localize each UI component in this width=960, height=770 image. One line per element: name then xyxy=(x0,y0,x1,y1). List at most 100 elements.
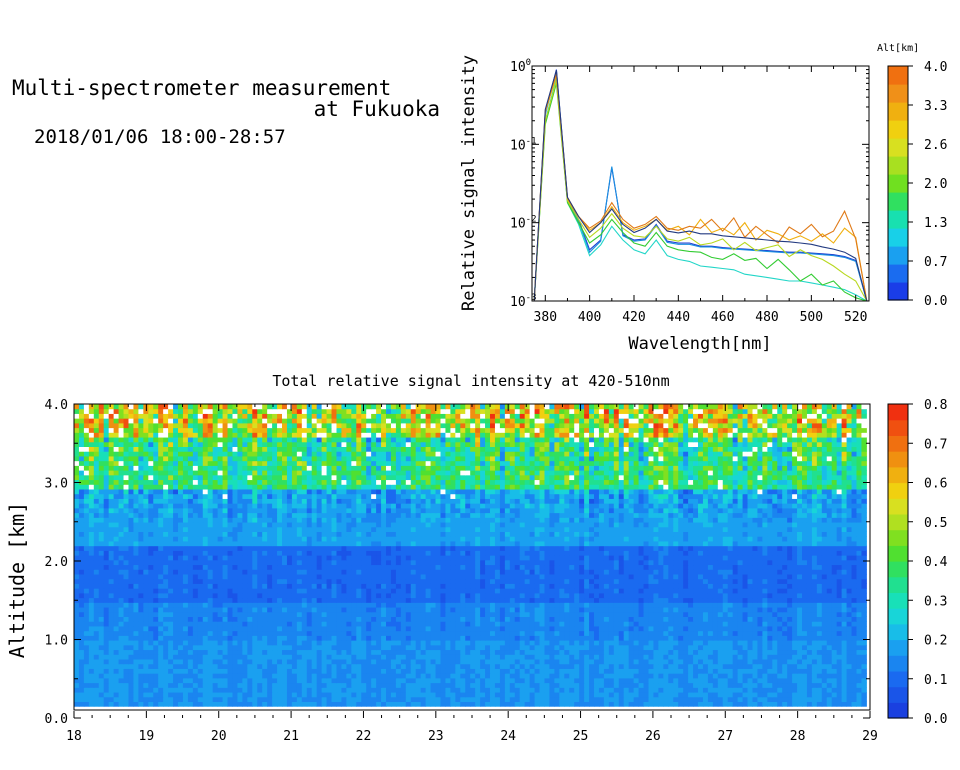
heatmap-cell xyxy=(678,692,684,698)
heatmap-cell xyxy=(861,673,867,679)
heatmap-cell xyxy=(425,574,432,580)
heatmap-cell xyxy=(227,602,233,608)
heatmap-cell xyxy=(163,687,169,693)
heatmap-cell xyxy=(777,654,783,660)
heatmap-cell xyxy=(182,592,189,599)
heatmap-cell xyxy=(529,701,536,707)
heatmap-cell xyxy=(549,630,555,636)
heatmap-cell xyxy=(445,687,451,693)
heatmap-cell xyxy=(301,644,308,651)
heatmap-cell xyxy=(435,574,441,580)
heatmap-cell xyxy=(633,616,640,622)
heatmap-cell xyxy=(792,673,798,679)
heatmap-cell xyxy=(222,687,229,693)
heatmap-cell xyxy=(227,692,233,698)
heatmap-cell xyxy=(321,583,328,589)
heatmap-cell xyxy=(653,583,659,589)
heatmap-cell xyxy=(584,701,590,707)
heatmap-cell xyxy=(579,663,585,669)
heatmap-cell xyxy=(267,602,273,608)
heatmap-cell xyxy=(445,621,451,627)
heatmap-cell xyxy=(579,621,585,627)
heatmap-cell xyxy=(143,668,149,674)
heatmap-cell xyxy=(554,564,560,570)
heatmap-cell xyxy=(173,597,179,603)
heatmap-cell xyxy=(564,602,570,608)
heatmap-cell xyxy=(118,559,125,566)
heatmap-cell xyxy=(445,607,451,613)
heatmap-cell xyxy=(192,597,199,603)
heatmap-cell xyxy=(490,668,496,674)
heatmap-cell xyxy=(445,630,451,636)
heatmap-cell xyxy=(688,607,694,613)
heatmap-cell xyxy=(648,564,654,570)
heatmap-cell xyxy=(321,687,328,693)
heatmap-cell xyxy=(222,625,229,632)
heatmap-cell xyxy=(440,588,446,594)
heatmap-cell xyxy=(306,654,313,660)
heatmap-cell xyxy=(603,574,610,580)
heatmap-cell xyxy=(420,673,427,679)
heatmap-cell xyxy=(311,602,318,608)
heatmap-cell xyxy=(816,569,823,575)
heatmap-cell xyxy=(430,654,437,660)
heatmap-cell xyxy=(148,583,154,589)
heatmap-cell xyxy=(390,602,397,608)
heatmap-cell xyxy=(83,659,90,665)
heatmap-cell xyxy=(306,687,313,693)
heatmap-cell xyxy=(539,635,545,641)
heatmap-cell xyxy=(712,602,719,608)
heatmap-cell xyxy=(435,588,441,594)
heatmap-cell xyxy=(589,621,595,627)
heatmap-cell xyxy=(202,663,209,669)
heatmap-cell xyxy=(613,592,620,599)
heatmap-cell xyxy=(465,649,471,655)
heatmap-cell xyxy=(574,625,580,632)
heatmap-cell xyxy=(386,635,392,641)
heatmap-cell xyxy=(257,559,263,566)
heatmap-cell xyxy=(821,583,828,589)
heatmap-cell xyxy=(247,696,253,702)
heatmap-cell xyxy=(851,654,857,660)
heatmap-cell xyxy=(831,644,838,651)
heatmap-cell xyxy=(272,640,278,646)
heatmap-cell xyxy=(291,616,298,622)
heatmap-cell xyxy=(499,654,506,660)
heatmap-cell xyxy=(653,696,659,702)
heatmap-cell xyxy=(747,663,753,669)
heatmap-cell xyxy=(128,644,134,651)
heatmap-cell xyxy=(455,574,461,580)
heatmap-cell xyxy=(564,635,570,641)
heatmap-cell xyxy=(366,644,372,651)
heatmap-cell xyxy=(118,592,125,599)
heatmap-cell xyxy=(430,592,437,599)
heatmap-cell xyxy=(267,663,273,669)
heatmap-cell xyxy=(698,682,704,688)
heatmap-cell xyxy=(192,574,199,580)
heatmap-cell xyxy=(113,677,120,684)
heatmap-cell xyxy=(594,663,600,669)
heatmap-cell xyxy=(232,696,238,702)
heatmap-cell xyxy=(678,663,684,669)
heatmap-cell xyxy=(792,588,798,594)
heatmap-cell xyxy=(143,611,149,617)
heatmap-cell xyxy=(752,611,758,617)
heatmap-cell xyxy=(841,621,848,627)
heatmap-cell xyxy=(272,663,278,669)
heatmap-cell xyxy=(683,640,689,646)
heatmap-cell xyxy=(207,644,214,651)
heatmap-cell xyxy=(143,687,149,693)
heatmap-cell xyxy=(524,569,531,575)
heatmap-cell xyxy=(153,592,159,599)
heatmap-cell xyxy=(782,588,788,594)
heatmap-cell xyxy=(475,625,481,632)
heatmap-cell xyxy=(311,559,318,566)
heatmap-cell xyxy=(797,635,803,641)
heatmap-cell xyxy=(217,559,224,566)
heatmap-cell xyxy=(187,574,194,580)
heatmap-cell xyxy=(762,635,768,641)
heatmap-cell xyxy=(519,673,526,679)
heatmap-cell xyxy=(638,701,645,707)
heatmap-cell xyxy=(544,625,550,632)
heatmap-cell xyxy=(757,616,763,622)
